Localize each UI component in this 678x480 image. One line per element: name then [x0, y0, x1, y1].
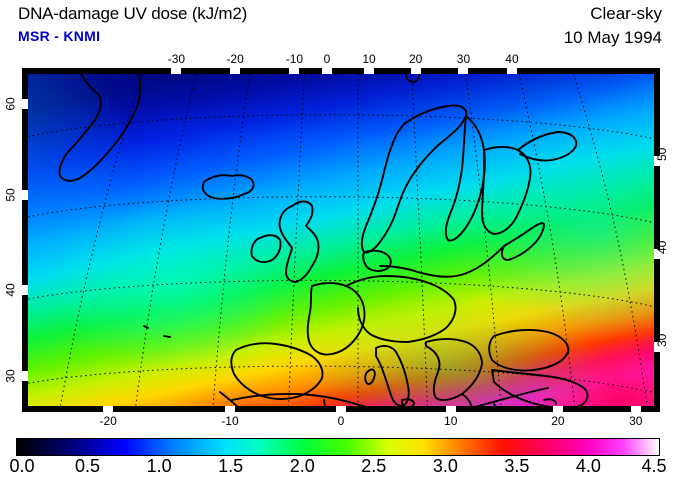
- axis-tick-mark: [410, 68, 421, 74]
- axis-tick-mark: [289, 68, 300, 74]
- axis-tick-label: 30: [629, 414, 643, 428]
- axis-tick-label: 50: [3, 188, 18, 202]
- map-panel: [22, 68, 660, 412]
- colorbar-tick-label: 4.5: [641, 456, 667, 476]
- colorbar-tick-label: 2.5: [361, 456, 387, 476]
- axis-tick-label: 20: [551, 414, 565, 428]
- axis-tick-label: -20: [226, 52, 244, 66]
- axis-tick-label: 50: [655, 147, 669, 161]
- map-frame: [22, 68, 660, 412]
- axis-tick-label: 0: [337, 414, 345, 428]
- colorbar-tick-label: 0.5: [75, 456, 101, 476]
- axis-band-top: [22, 68, 660, 74]
- axis-tick-label: 40: [505, 52, 519, 66]
- axis-tick-label: -10: [285, 52, 304, 66]
- axis-band-left: [22, 68, 28, 412]
- axis-tick-mark: [654, 155, 660, 166]
- axis-tick-label: 10: [362, 52, 376, 66]
- axis-tick-mark: [171, 68, 182, 74]
- axis-tick-label: 30: [456, 52, 471, 66]
- axis-tick-mark: [506, 68, 517, 74]
- axis-tick-mark: [22, 370, 28, 381]
- axis-tick-mark: [103, 406, 114, 412]
- axis-tick-label: 40: [3, 283, 18, 297]
- axis-tick-label: 40: [655, 240, 669, 254]
- colorbar: [16, 438, 660, 456]
- axis-tick-mark: [230, 68, 241, 74]
- axis-tick-label: 60: [3, 97, 18, 111]
- axis-tick-label: -10: [221, 414, 239, 428]
- colorbar-tick-label: 3.5: [504, 456, 530, 476]
- axis-tick-mark: [654, 248, 660, 259]
- colorbar-tick-label: 3.0: [432, 456, 458, 476]
- axis-tick-mark: [630, 406, 641, 412]
- axis-tick-label: 0: [323, 52, 331, 66]
- axis-tick-mark: [445, 406, 456, 412]
- condition-label: Clear-sky: [590, 4, 662, 23]
- axis-tick-mark: [336, 406, 346, 412]
- colorbar-tick-label: 1.0: [146, 456, 172, 476]
- axis-tick-label: -20: [99, 414, 117, 428]
- uv-dose-heatmap: [24, 70, 658, 410]
- axis-tick-label: 30: [3, 369, 18, 383]
- map-canvas: [24, 70, 658, 410]
- colorbar-tick-label: 2.0: [289, 456, 315, 476]
- coastlines: [58, 70, 589, 410]
- axis-tick-mark: [321, 68, 332, 74]
- colorbar-gradient: [16, 438, 660, 456]
- axis-tick-label: 20: [408, 52, 423, 66]
- axis-tick-mark: [654, 341, 660, 352]
- graticule: [24, 70, 658, 410]
- institution-label: MSR - KNMI: [18, 28, 101, 44]
- colorbar-tick-label: 1.5: [218, 456, 244, 476]
- axis-tick-label: -30: [167, 52, 186, 66]
- colorbar-tick-label: 4.0: [575, 456, 601, 476]
- axis-tick-label: 10: [444, 414, 458, 428]
- axis-tick-mark: [458, 68, 469, 74]
- axis-tick-mark: [364, 68, 375, 74]
- date-label: 10 May 1994: [563, 28, 662, 47]
- page-title: DNA-damage UV dose (kJ/m2): [18, 4, 248, 23]
- colorbar-tick-label: 0.0: [9, 456, 35, 476]
- axis-tick-mark: [22, 99, 28, 110]
- axis-tick-mark: [552, 406, 563, 412]
- axis-tick-mark: [224, 406, 235, 412]
- axis-tick-mark: [22, 190, 28, 201]
- axis-band-right: [654, 68, 660, 412]
- axis-tick-label: 30: [655, 333, 669, 347]
- axis-tick-mark: [22, 284, 28, 295]
